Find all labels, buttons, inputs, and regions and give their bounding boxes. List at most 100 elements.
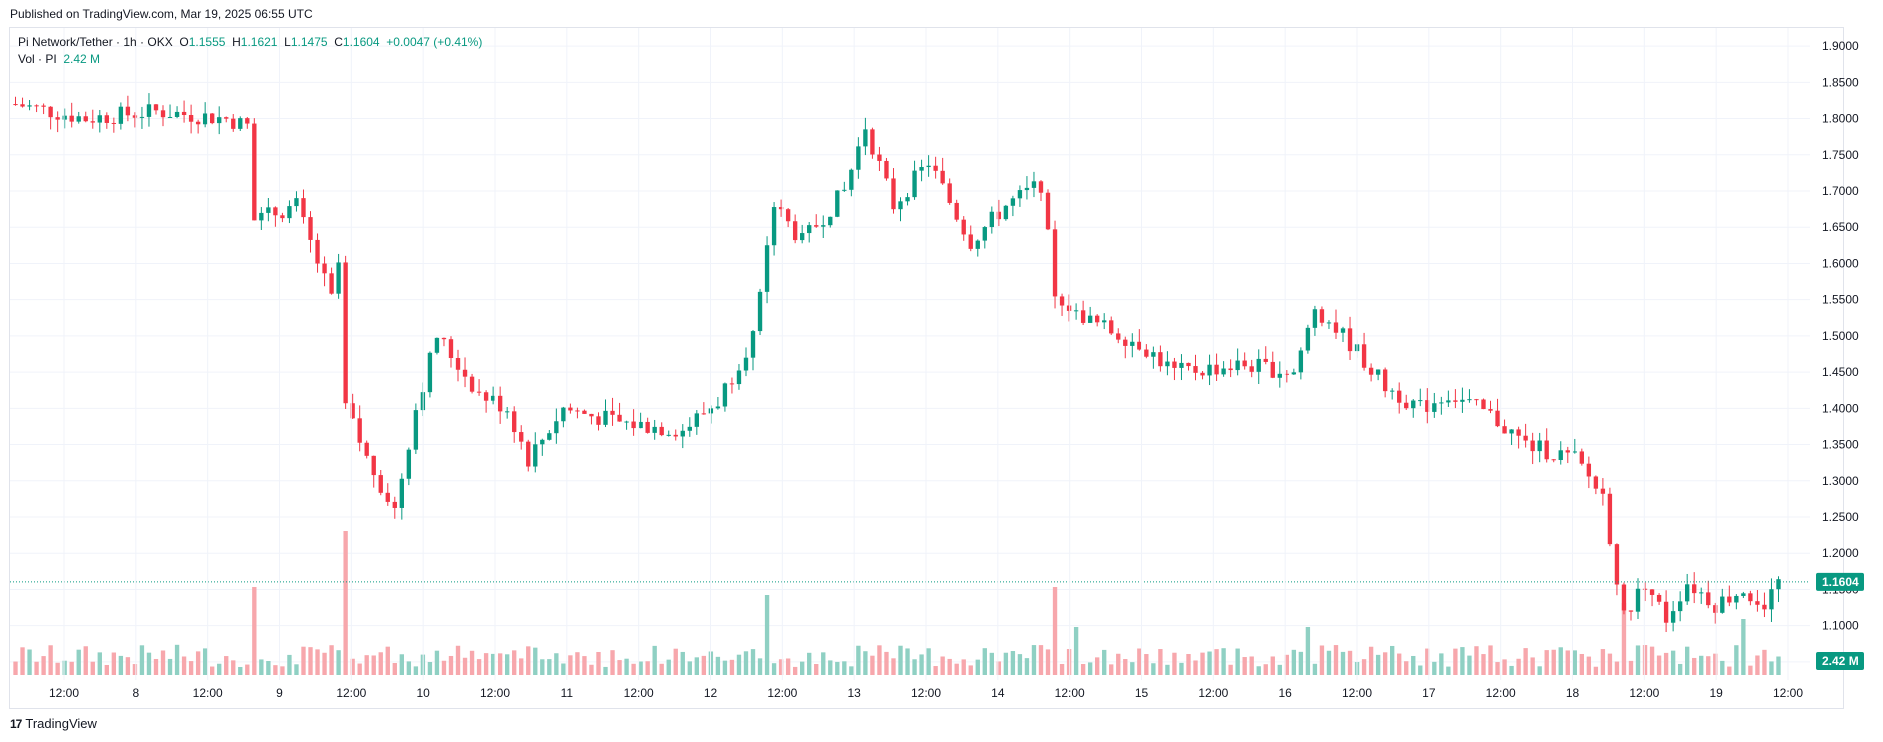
volume-bar: [1699, 655, 1704, 675]
volume-bar: [1066, 649, 1072, 675]
candle-body: [1368, 367, 1374, 375]
volume-bar: [575, 652, 580, 675]
candle-body: [1277, 373, 1282, 378]
candle-body: [224, 117, 229, 119]
volume-label[interactable]: Vol · PI: [18, 52, 57, 66]
volume-bar: [1628, 660, 1634, 675]
volume-bar: [1635, 645, 1641, 675]
candle-body: [842, 189, 847, 191]
candle-body: [41, 105, 46, 107]
time-axis-label: 9: [276, 686, 283, 700]
volume-bar: [617, 660, 622, 675]
volume-bar: [195, 651, 201, 675]
last-volume-label: 2.42 M: [1822, 654, 1859, 668]
volume-bar: [1404, 661, 1409, 675]
volume-bar: [1495, 662, 1500, 675]
volume-bar: [357, 663, 362, 675]
volume-bar: [1038, 645, 1044, 675]
volume-bar: [771, 663, 777, 675]
volume-bar: [413, 666, 419, 675]
volume-bar: [659, 663, 664, 675]
candle-body: [1003, 205, 1009, 220]
volume-bar: [1291, 649, 1297, 675]
candle-body: [736, 370, 742, 385]
volume-bar: [55, 662, 60, 675]
candle-body: [849, 169, 854, 190]
volume-bar: [856, 645, 861, 675]
volume-bar: [1228, 664, 1233, 675]
volume-bar: [1509, 665, 1514, 675]
volume-bar: [926, 648, 931, 675]
volume-bar: [589, 664, 594, 675]
volume-bar: [1242, 657, 1247, 675]
candle-body: [1116, 333, 1121, 340]
time-axis-label: 8: [132, 686, 139, 700]
candle-body: [350, 403, 355, 419]
candle-body: [1607, 493, 1613, 545]
candle-body: [884, 160, 889, 179]
symbol-label[interactable]: Pi Network/Tether · 1h · OKX: [18, 35, 173, 49]
candle-body: [259, 212, 264, 221]
volume-bar: [1593, 666, 1599, 675]
candle-body: [1748, 593, 1753, 602]
candle-body: [1523, 435, 1528, 441]
tradingview-brand[interactable]: 17 TradingView: [10, 716, 97, 731]
candle-body: [392, 501, 397, 508]
volume-bar: [554, 653, 559, 675]
candle-body: [1298, 350, 1304, 373]
volume-bar: [568, 655, 573, 675]
volume-bar: [1102, 649, 1107, 675]
candle-body: [1319, 309, 1325, 323]
candle-body: [722, 383, 728, 407]
candle-body: [273, 207, 278, 216]
volume-bar: [1748, 665, 1753, 675]
volume-bar: [1045, 649, 1051, 675]
volume-bar: [1656, 655, 1662, 675]
volume-bar: [252, 587, 257, 675]
candle-body: [771, 207, 777, 246]
volume-bar: [153, 658, 159, 675]
volume-bar: [371, 655, 376, 675]
candle-body: [1326, 322, 1332, 324]
candle-body: [490, 395, 496, 401]
volume-bar: [1158, 649, 1163, 675]
volume-bar: [1326, 650, 1332, 675]
price-axis-label: 1.2500: [1822, 510, 1859, 524]
last-price-label: 1.1604: [1822, 575, 1859, 589]
candle-body: [34, 105, 39, 107]
candle-body: [1172, 361, 1177, 368]
candle-body: [729, 383, 735, 385]
candle-body: [905, 197, 910, 202]
candle-body: [217, 117, 222, 124]
volume-value: 2.42 M: [63, 52, 101, 66]
candle-body: [462, 369, 468, 377]
volume-bar: [1214, 649, 1219, 675]
volume-bar: [1207, 651, 1212, 675]
candle-body: [13, 104, 18, 106]
volume-bar: [1537, 666, 1542, 675]
chart-frame[interactable]: [9, 27, 1844, 709]
candle-body: [195, 121, 201, 125]
price-axis-label: 1.8500: [1822, 75, 1859, 89]
candle-body: [1642, 588, 1648, 590]
candle-body: [139, 116, 145, 118]
volume-bar: [849, 666, 854, 675]
high-value: 1.1621: [240, 35, 278, 49]
volume-bar: [989, 652, 994, 675]
candle-body: [582, 410, 587, 414]
candle-body: [603, 410, 608, 425]
volume-bar: [441, 660, 447, 675]
candle-body: [413, 410, 419, 450]
volume-bar: [645, 661, 650, 675]
volume-bar: [757, 658, 763, 675]
candle-body: [83, 116, 88, 122]
volume-bar: [90, 661, 95, 675]
volume-bar: [469, 650, 475, 675]
volume-bar: [729, 659, 735, 675]
candle-body: [877, 154, 882, 161]
volume-bar: [1333, 645, 1339, 675]
candle-body: [764, 245, 770, 292]
time-axis-label: 12:00: [480, 686, 510, 700]
volume-bar: [266, 660, 271, 675]
